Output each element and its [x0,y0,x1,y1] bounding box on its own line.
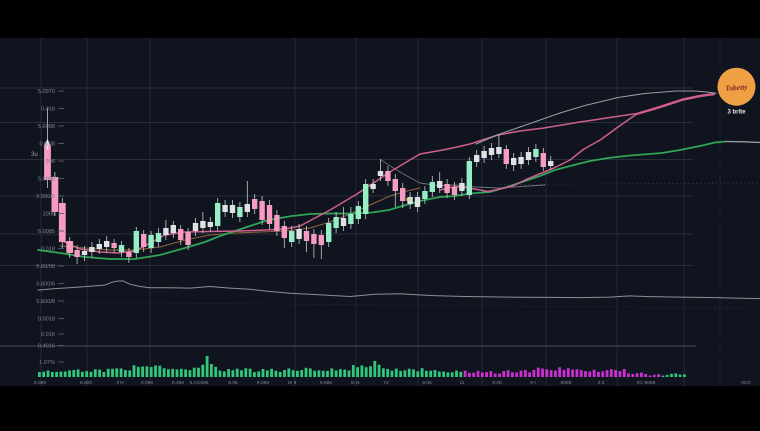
svg-text:9.686: 9.686 [320,380,333,386]
svg-text:5.60/08: 5.60/08 [36,264,55,270]
svg-text:0.4016: 0.4016 [38,344,55,350]
svg-text:Tobetty: Tobetty [725,82,748,93]
svg-text:0C-9088: 0C-9088 [637,380,656,386]
svg-text:0.096: 0.096 [34,380,47,386]
svg-text:9.06: 9.06 [228,380,238,386]
svg-text:5.0970: 5.0970 [38,89,55,95]
svg-text:9088: 9088 [561,380,572,386]
svg-text:6.0085: 6.0085 [38,229,55,235]
svg-text:908: 908 [46,159,55,165]
svg-text:0.0018: 0.0018 [38,317,55,323]
svg-text:5.600/8: 5.600/8 [36,299,55,305]
svg-text:5.6098: 5.6098 [38,124,55,130]
svg-text:0.0/08: 0.0/08 [39,142,55,148]
svg-text:9.600: 9.600 [80,380,93,386]
svg-text:5.600/6: 5.600/6 [36,282,55,288]
svg-text:1008: 1008 [43,212,55,218]
svg-text:3u: 3u [31,152,38,158]
svg-text:1.07%: 1.07% [39,360,55,366]
svg-text:0.018: 0.018 [41,247,55,253]
svg-text:0.096: 0.096 [141,380,154,386]
svg-text:5.6098: 5.6098 [38,177,55,183]
svg-text:IS 9: IS 9 [288,380,297,386]
svg-text:2:3: 2:3 [598,380,605,386]
svg-text:9-I: 9-I [530,380,536,386]
svg-text:0.496: 0.496 [172,380,185,386]
svg-text:8:00: 8:00 [492,380,502,386]
svg-text:5.500/6: 5.500/6 [36,194,55,200]
svg-text:0.016: 0.016 [41,332,55,338]
svg-text:8.098: 8.098 [257,380,270,386]
svg-text:0.018: 0.018 [41,107,55,113]
svg-text:00:0: 00:0 [741,380,751,386]
svg-text:Il N: Il N [116,380,124,386]
svg-text:11: 11 [459,380,464,386]
svg-text:72: 72 [383,380,389,386]
svg-text:I2 N: I2 N [351,380,360,386]
svg-text:3 brlte: 3 brlte [727,110,746,116]
svg-text:5.AC696: 5.AC696 [189,380,208,386]
svg-text:9:05: 9:05 [422,380,432,386]
